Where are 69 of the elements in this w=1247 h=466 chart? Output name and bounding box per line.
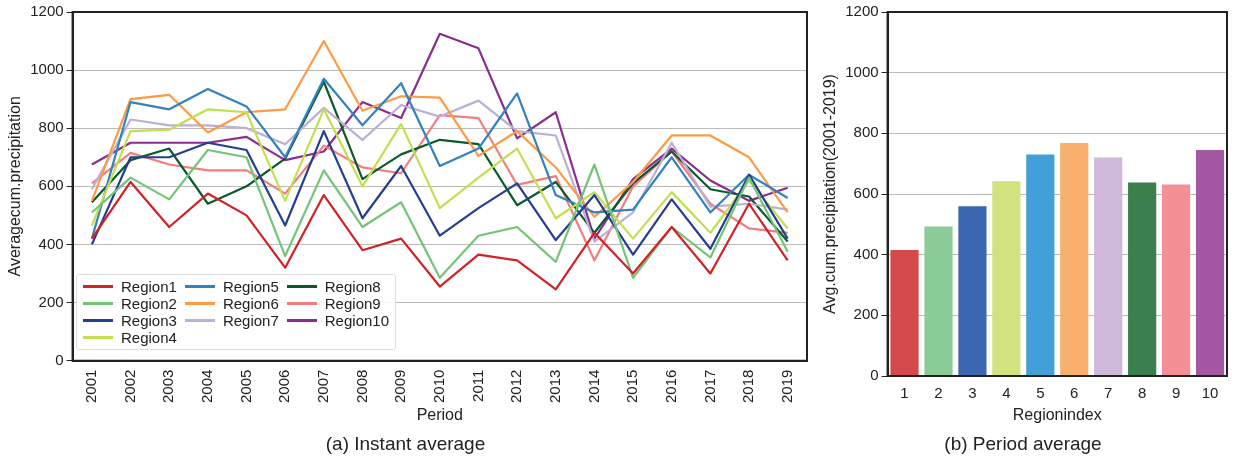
x-tick-label: 2013 <box>545 369 563 404</box>
legend-label: Region2 <box>121 295 177 312</box>
x-tick-label: 2008 <box>352 369 370 404</box>
bar <box>1026 154 1055 376</box>
x-tick-label: 2014 <box>584 369 602 404</box>
legend-label: Region6 <box>222 295 279 312</box>
y-tick-label: 600 <box>38 176 64 194</box>
x-tick-label: 2019 <box>777 369 795 404</box>
x-axis-title: Regionindex <box>1012 406 1102 424</box>
y-tick-label: 1000 <box>845 62 879 80</box>
bar <box>1128 182 1157 376</box>
x-tick-label: 4 <box>1002 384 1011 402</box>
x-tick-label: 2006 <box>275 369 293 404</box>
legend-label: Region5 <box>222 278 279 295</box>
x-tick-label: 10 <box>1201 384 1219 402</box>
x-tick-label: 8 <box>1137 384 1147 402</box>
legend-label: Region4 <box>121 329 177 346</box>
x-tick-label: 2001 <box>82 369 100 404</box>
x-tick-label: 2018 <box>739 369 757 404</box>
x-tick-label: 9 <box>1171 384 1181 402</box>
x-tick-label: 2012 <box>507 369 525 404</box>
bar <box>958 206 987 376</box>
x-tick-label: 6 <box>1070 384 1079 402</box>
x-tick-label: 3 <box>968 384 977 402</box>
y-tick-label: 800 <box>853 123 879 141</box>
legend-label: Region8 <box>324 278 381 295</box>
bar <box>1060 143 1089 376</box>
bar <box>1195 150 1225 376</box>
x-tick-label: 2003 <box>159 369 177 404</box>
x-tick-label: 2017 <box>700 369 718 404</box>
bar <box>992 181 1021 376</box>
bar <box>924 226 953 376</box>
legend-label: Region3 <box>121 312 177 329</box>
y-axis-title: Avg.cum.precipitation(2001-2019) <box>821 74 839 314</box>
y-tick-label: 0 <box>870 366 879 384</box>
x-tick-label: 1 <box>900 384 909 402</box>
y-tick-label: 400 <box>853 244 879 262</box>
x-tick-label: 5 <box>1036 384 1045 402</box>
y-tick-label: 400 <box>38 234 64 252</box>
x-tick-label: 2005 <box>236 369 254 404</box>
x-axis-title: Period <box>416 406 463 424</box>
x-tick-label: 2009 <box>391 369 409 404</box>
legend-label: Region9 <box>324 295 381 312</box>
text: (a) Instant average <box>325 432 486 454</box>
legend-label: Region7 <box>222 312 279 329</box>
x-tick-label: 2007 <box>313 369 331 404</box>
y-axis-title: Averagecum.precipitation <box>6 96 24 277</box>
x-tick-label: 2002 <box>120 369 138 404</box>
text: (b) Period average <box>944 432 1102 454</box>
y-tick-label: 0 <box>55 350 64 368</box>
x-tick-label: 2010 <box>429 369 447 404</box>
y-tick-label: 1000 <box>30 60 64 78</box>
legend-label: Region10 <box>324 312 389 329</box>
y-tick-label: 1200 <box>845 2 879 20</box>
y-tick-label: 800 <box>38 118 64 136</box>
bar <box>1162 184 1191 376</box>
x-tick-label: 7 <box>1104 384 1113 402</box>
x-tick-label: 2 <box>934 384 943 402</box>
bar <box>890 250 919 376</box>
x-tick-label: 2015 <box>623 369 641 404</box>
y-tick-label: 200 <box>38 292 64 310</box>
y-tick-label: 200 <box>853 305 879 323</box>
y-tick-label: 600 <box>853 184 879 202</box>
x-tick-label: 2011 <box>468 369 486 402</box>
x-tick-label: 2016 <box>661 369 679 404</box>
y-tick-label: 1200 <box>30 2 64 20</box>
legend-label: Region1 <box>121 278 177 295</box>
bar <box>1094 157 1123 376</box>
x-tick-label: 2004 <box>198 369 215 404</box>
